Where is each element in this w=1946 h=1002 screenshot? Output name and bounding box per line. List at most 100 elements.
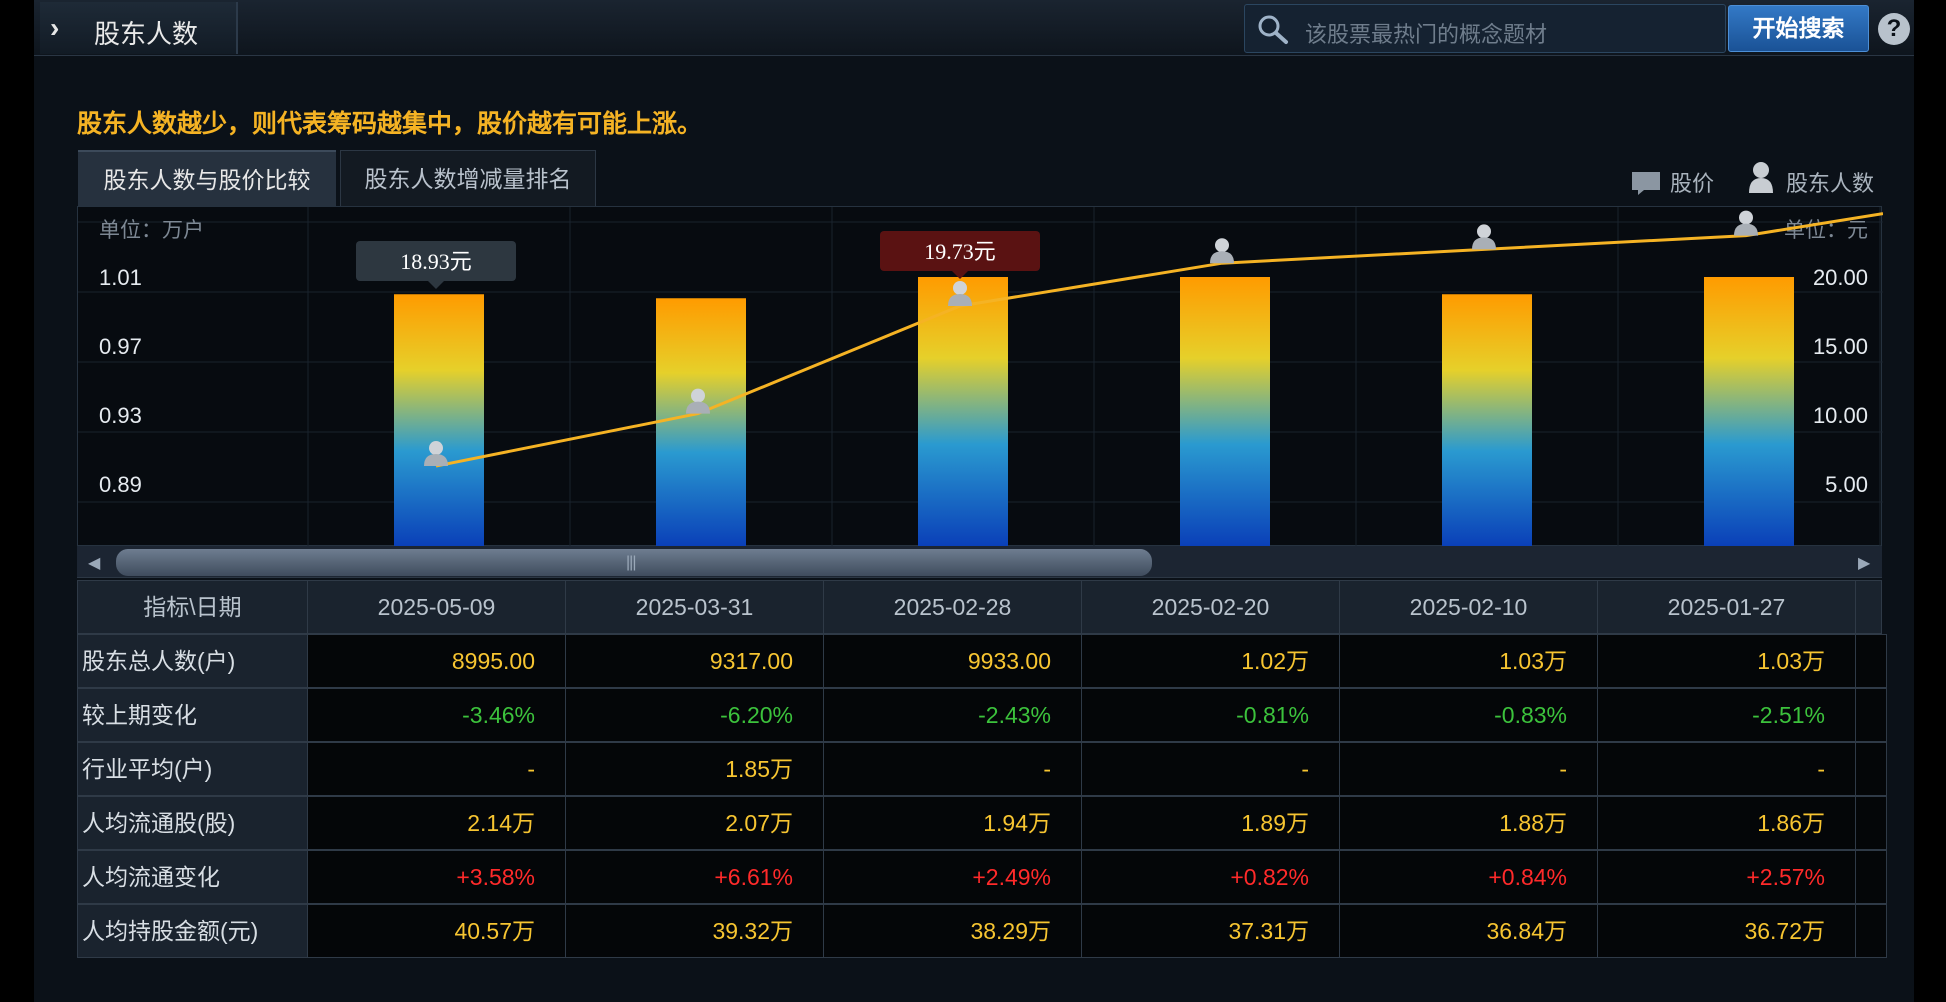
table-cell: -3.46% xyxy=(307,688,566,742)
table-cell: -6.20% xyxy=(565,688,824,742)
left-tick-label: 1.01 xyxy=(99,265,142,290)
search-input[interactable]: 该股票最热门的概念题材 xyxy=(1305,22,1548,47)
table-cell: 1.86万 xyxy=(1597,796,1856,850)
search-box[interactable]: 该股票最热门的概念题材 xyxy=(1244,4,1726,53)
table-row-label: 人均持股金额(元) xyxy=(77,904,308,958)
table-overflow-cell xyxy=(1855,796,1887,850)
table-cell: 8995.00 xyxy=(307,634,566,688)
table-cell: 1.88万 xyxy=(1339,796,1598,850)
table-cell: 2.07万 xyxy=(565,796,824,850)
table-cell: 36.84万 xyxy=(1339,904,1598,958)
help-icon[interactable]: ? xyxy=(1878,13,1910,45)
price-point-person-icon[interactable] xyxy=(948,280,972,306)
price-tooltip xyxy=(880,231,1040,271)
scroll-right-icon[interactable]: ▶ xyxy=(1858,555,1871,572)
table-row-label: 人均流通股(股) xyxy=(77,796,308,850)
right-tick-label: 15.00 xyxy=(1813,334,1868,359)
price-point-person-icon[interactable] xyxy=(1210,238,1234,264)
tab-holders-vs-price[interactable]: 股东人数与股价比较 xyxy=(78,150,336,206)
table-cell: 1.85万 xyxy=(565,742,824,796)
holders-bar[interactable] xyxy=(1442,294,1532,547)
holders-bar[interactable] xyxy=(394,294,484,547)
table-cell: +0.82% xyxy=(1081,850,1340,904)
tooltip-text: 18.93元 xyxy=(400,249,472,274)
table-cell: +2.57% xyxy=(1597,850,1856,904)
scroll-left-icon[interactable]: ◀ xyxy=(88,555,101,572)
person-legend-icon xyxy=(1749,162,1773,193)
right-tick-label: 20.00 xyxy=(1813,265,1868,290)
table-cell: -0.83% xyxy=(1339,688,1598,742)
scroll-thumb[interactable] xyxy=(116,549,1152,576)
page-title: 股东人数 xyxy=(94,19,199,49)
table-overflow-cell xyxy=(1855,688,1887,742)
table-cell: 38.29万 xyxy=(823,904,1082,958)
table-cell: - xyxy=(307,742,566,796)
tab-holders-ranking[interactable]: 股东人数增减量排名 xyxy=(340,150,596,206)
holders-bar[interactable] xyxy=(656,298,746,547)
table-cell: - xyxy=(1081,742,1340,796)
table-cell: 39.32万 xyxy=(565,904,824,958)
search-button[interactable]: 开始搜索 xyxy=(1728,5,1869,52)
tip-text: 股东人数越少，则代表筹码越集中，股价越有可能上涨。 xyxy=(77,110,703,138)
table-overflow-header xyxy=(1855,580,1882,634)
table-cell: 1.03万 xyxy=(1339,634,1598,688)
table-corner-header: 指标\日期 xyxy=(77,580,308,634)
date-column-header: 2025-03-31 xyxy=(565,580,824,634)
table-cell: +6.61% xyxy=(565,850,824,904)
table-cell: - xyxy=(1597,742,1856,796)
title-tab[interactable]: › 股东人数 xyxy=(40,2,238,54)
table-cell: -0.81% xyxy=(1081,688,1340,742)
table-cell: 9317.00 xyxy=(565,634,824,688)
price-point-person-icon[interactable] xyxy=(424,441,448,467)
table-overflow-cell xyxy=(1855,634,1887,688)
holders-bar[interactable] xyxy=(918,277,1008,547)
date-column-header: 2025-05-09 xyxy=(307,580,566,634)
table-overflow-cell xyxy=(1855,742,1887,796)
table-cell: 37.31万 xyxy=(1081,904,1340,958)
price-line xyxy=(435,212,1884,468)
left-axis-unit: 单位：万户 xyxy=(99,219,204,242)
chart-area: 单位：万户 单位：元 1.01 0.97 0.93 0.89 20.00 15.00 10.00… xyxy=(77,206,1884,547)
table-cell: -2.43% xyxy=(823,688,1082,742)
tooltip-pointer xyxy=(428,281,444,289)
table-cell: +2.49% xyxy=(823,850,1082,904)
tooltip-text: 19.73元 xyxy=(924,239,996,264)
table-cell: 9933.00 xyxy=(823,634,1082,688)
table-row-label: 行业平均(户) xyxy=(77,742,308,796)
table-row-label: 较上期变化 xyxy=(77,688,308,742)
date-column-header: 2025-01-27 xyxy=(1597,580,1856,634)
table-cell: +0.84% xyxy=(1339,850,1598,904)
tooltip-pointer xyxy=(952,271,968,279)
date-column-header: 2025-02-28 xyxy=(823,580,1082,634)
table-cell: -2.51% xyxy=(1597,688,1856,742)
left-tick-label: 0.97 xyxy=(99,334,142,359)
table-cell: 1.02万 xyxy=(1081,634,1340,688)
search-icon xyxy=(1258,15,1288,44)
table-overflow-cell xyxy=(1855,904,1887,958)
chevron-right-icon: › xyxy=(50,12,60,43)
table-cell: - xyxy=(823,742,1082,796)
table-cell: 1.89万 xyxy=(1081,796,1340,850)
price-point-person-icon[interactable] xyxy=(686,388,710,414)
table-cell: +3.58% xyxy=(307,850,566,904)
table-overflow-cell xyxy=(1855,850,1887,904)
price-legend-icon xyxy=(1632,172,1660,195)
price-point-person-icon[interactable] xyxy=(1472,224,1496,250)
price-point-person-icon[interactable] xyxy=(1734,210,1758,236)
legend-holders: 股东人数 xyxy=(1786,171,1875,196)
left-tick-label: 0.93 xyxy=(99,403,142,428)
table-row-label: 股东总人数(户) xyxy=(77,634,308,688)
holders-price-chart: 单位：万户 单位：元1.010.970.930.8920.0015.0010.00… xyxy=(78,207,1884,547)
date-column-header: 2025-02-20 xyxy=(1081,580,1340,634)
legend-price: 股价 xyxy=(1670,171,1715,196)
data-table: 指标\日期 2025-05-09 2025-03-31 2025-02-28 2025-… xyxy=(77,580,1887,960)
holders-bar[interactable] xyxy=(1180,277,1270,547)
table-cell: 1.03万 xyxy=(1597,634,1856,688)
scroll-grip-icon: ||| xyxy=(626,554,637,571)
table-row-label: 人均流通变化 xyxy=(77,850,308,904)
date-column-header: 2025-02-10 xyxy=(1339,580,1598,634)
right-tick-label: 5.00 xyxy=(1825,472,1868,497)
holders-bar[interactable] xyxy=(1704,277,1794,547)
table-cell: 36.72万 xyxy=(1597,904,1856,958)
table-cell: 1.94万 xyxy=(823,796,1082,850)
